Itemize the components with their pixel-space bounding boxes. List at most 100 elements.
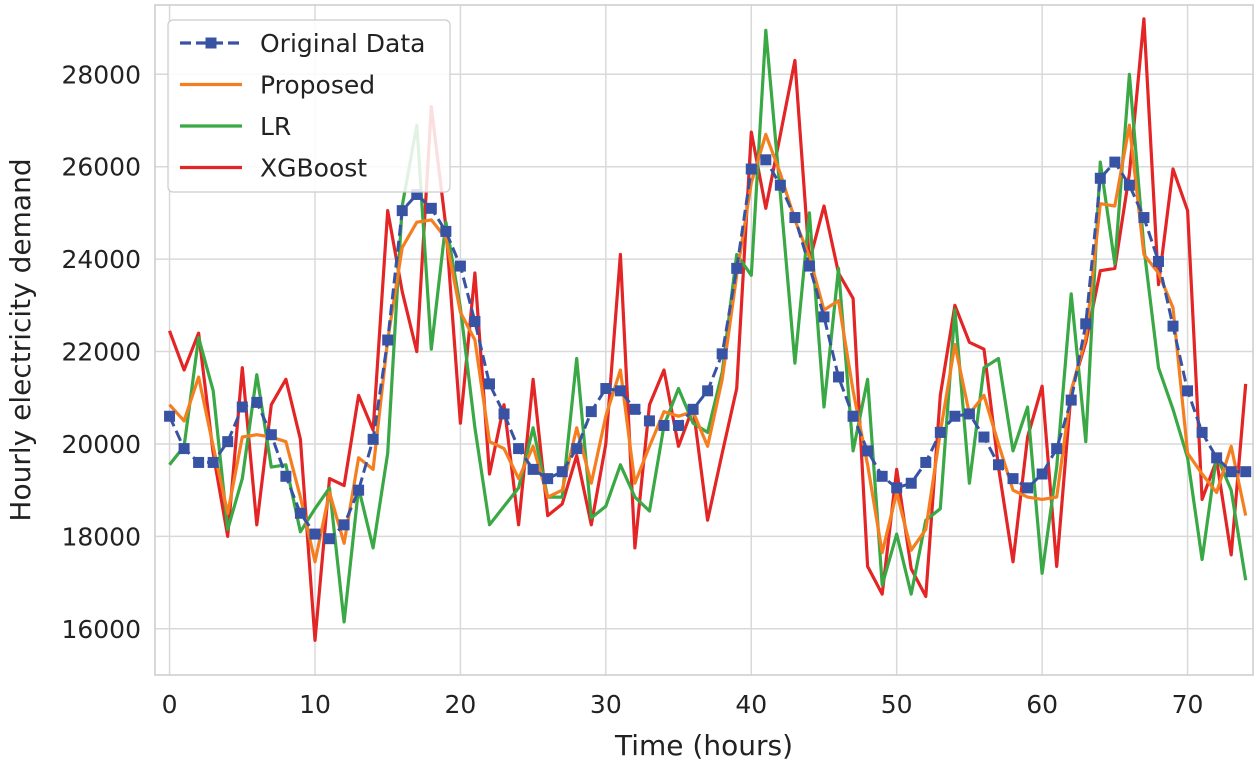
data-point-original-data [251,396,263,408]
data-point-original-data [862,445,874,457]
data-point-original-data [1196,426,1208,438]
data-point-original-data [265,429,277,441]
data-point-original-data [527,463,539,475]
data-point-original-data [629,403,641,415]
y-tick-label: 24000 [61,245,141,274]
data-point-original-data [760,154,772,166]
legend-label-original-data: Original Data [260,29,425,58]
x-tick-label: 10 [299,690,331,719]
data-point-original-data [1036,468,1048,480]
data-point-original-data [920,456,932,468]
x-tick-label: 50 [881,690,913,719]
data-point-original-data [222,436,234,448]
data-point-original-data [949,410,961,422]
data-point-original-data [178,443,190,455]
data-point-original-data [891,482,903,494]
data-point-original-data [600,383,612,395]
data-point-original-data [818,311,830,323]
data-point-original-data [934,426,946,438]
data-point-original-data [687,403,699,415]
y-axis-label: Hourly electricity demand [4,158,37,521]
y-tick-label: 28000 [61,60,141,89]
data-point-original-data [1123,179,1135,191]
data-point-original-data [353,484,365,496]
data-point-original-data [1182,385,1194,397]
data-point-original-data [1094,172,1106,184]
data-point-original-data [382,334,394,346]
data-point-original-data [454,260,466,272]
data-point-original-data [498,408,510,420]
x-tick-label: 30 [590,690,622,719]
series-line-lr [168,28,1248,624]
data-point-original-data [745,163,757,175]
x-tick-label: 20 [444,690,476,719]
data-point-original-data [963,408,975,420]
data-point-original-data [978,431,990,443]
data-point-original-data [876,470,888,482]
x-tick-label: 40 [735,690,767,719]
data-point-original-data [1051,443,1063,455]
data-point-original-data [469,316,481,328]
data-point-original-data [207,456,219,468]
data-point-original-data [614,385,626,397]
data-point-original-data [1167,320,1179,332]
data-point-original-data [774,179,786,191]
data-point-original-data [1007,473,1019,485]
x-tick-labels: 0 10 20 30 40 50 60 70 [162,690,1204,719]
data-point-original-data [440,225,452,237]
data-point-original-data [1152,255,1164,267]
data-point-original-data [658,419,670,431]
data-point-original-data [1211,452,1223,464]
data-point-original-data [847,410,859,422]
plot-frame [154,4,1254,676]
data-point-original-data [571,443,583,455]
y-tick-label: 22000 [61,338,141,367]
data-point-original-data [716,348,728,360]
x-axis-label: Time (hours) [614,729,793,762]
data-point-original-data [905,477,917,489]
data-point-original-data [1022,482,1034,494]
data-point-original-data [1065,394,1077,406]
x-tick-label: 70 [1172,690,1204,719]
data-point-original-data [425,202,437,214]
x-tick-label: 0 [162,690,178,719]
data-point-original-data [542,473,554,485]
data-point-original-data [324,533,336,545]
data-point-original-data [411,188,423,200]
series-line-xgboost [168,17,1248,642]
y-tick-label: 16000 [61,615,141,644]
data-point-original-data [702,385,714,397]
legend-label-lr: LR [260,112,291,141]
data-point-original-data [164,410,176,422]
y-tick-label: 18000 [61,522,141,551]
data-point-original-data [193,456,205,468]
x-tick-label: 60 [1026,690,1058,719]
y-tick-label: 26000 [61,153,141,182]
y-tick-label: 20000 [61,430,141,459]
data-point-original-data [833,371,845,383]
data-point-original-data [643,415,655,427]
gridlines [155,5,1253,675]
data-point-original-data [280,470,292,482]
legend-marker [205,37,217,49]
data-point-original-data [236,401,248,413]
data-point-original-data [992,459,1004,471]
legend-label-xgboost: XGBoost [260,154,367,183]
legend-label-proposed: Proposed [260,71,375,100]
data-point-original-data [367,433,379,445]
y-tick-labels: 16000 18000 20000 22000 24000 26000 28000 [61,60,141,643]
data-point-original-data [731,262,743,274]
data-point-original-data [1109,156,1121,168]
legend-box [167,19,451,193]
data-point-original-data [789,212,801,224]
data-point-original-data [673,419,685,431]
data-point-original-data [803,260,815,272]
data-point-original-data [1080,318,1092,330]
data-point-original-data [1240,466,1252,478]
series-markers [164,154,1252,545]
legend: Original Data Proposed LR XGBoost [167,19,451,193]
data-point-original-data [513,443,525,455]
data-point-original-data [338,519,350,531]
data-point-original-data [556,466,568,478]
